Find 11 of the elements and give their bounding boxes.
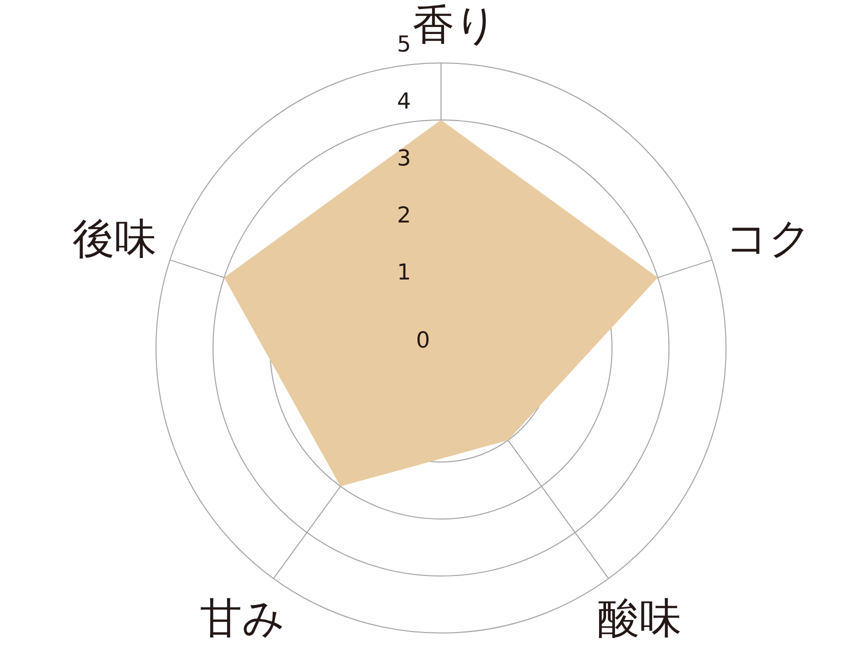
y-tick-label: 3 <box>397 146 411 172</box>
spoke-label: 酸味 <box>598 593 682 642</box>
y-tick-label: 2 <box>397 204 411 229</box>
spoke-label: 後味 <box>72 214 157 263</box>
spoke-label: 甘み <box>200 593 285 642</box>
spoke-label: 香り <box>412 0 498 49</box>
y-tick-label: 1 <box>397 260 411 286</box>
y-tick-label: 5 <box>397 32 411 58</box>
spoke-label: コク <box>725 214 812 263</box>
y-tick-label: 0 <box>416 328 430 354</box>
y-tick-label: 4 <box>397 90 411 115</box>
